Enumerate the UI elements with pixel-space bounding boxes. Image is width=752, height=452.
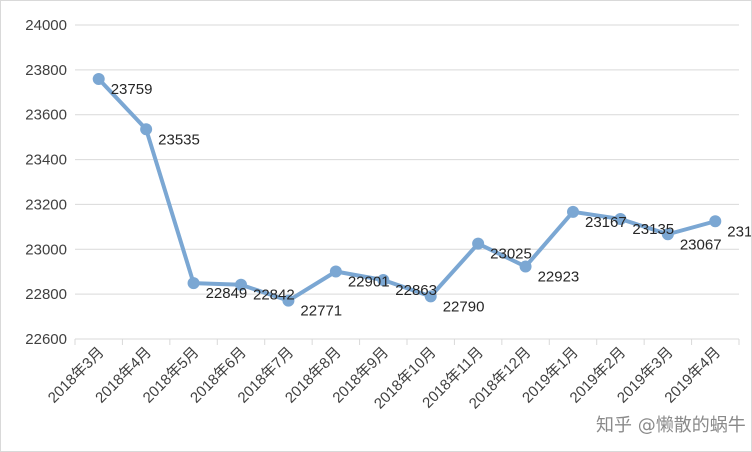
x-axis: 2018年3月2018年4月2018年5月2018年6月2018年7月2018年… bbox=[45, 338, 740, 412]
series-line bbox=[96, 77, 718, 303]
data-point bbox=[567, 205, 579, 218]
data-label: 23535 bbox=[158, 131, 200, 148]
data-point bbox=[329, 265, 342, 278]
data-label: 23167 bbox=[585, 214, 627, 231]
data-point bbox=[377, 274, 390, 287]
data-point bbox=[614, 213, 627, 226]
data-point bbox=[235, 278, 247, 291]
y-tick-label: 23000 bbox=[25, 241, 67, 258]
data-label: 23067 bbox=[680, 236, 722, 253]
data-point bbox=[282, 294, 295, 307]
data-point bbox=[519, 260, 532, 273]
y-tick-label: 23800 bbox=[25, 62, 67, 79]
data-label: 22842 bbox=[253, 287, 295, 304]
data-point bbox=[472, 237, 485, 250]
data-point bbox=[424, 290, 437, 303]
data-point bbox=[92, 73, 105, 86]
series bbox=[92, 73, 722, 307]
data-label: 22863 bbox=[395, 282, 437, 299]
data-labels: 23759 23535 22849 22842 22771 22901 22863 22790… bbox=[111, 81, 751, 320]
data-label: 22923 bbox=[538, 269, 580, 286]
data-point bbox=[661, 228, 674, 241]
gridlines bbox=[75, 24, 739, 340]
data-label: 22849 bbox=[206, 285, 248, 302]
y-tick-label: 23600 bbox=[25, 107, 67, 124]
watermark-text: 知乎 @懒散的蜗牛 bbox=[596, 415, 746, 436]
data-point bbox=[709, 215, 722, 228]
y-tick-label: 22800 bbox=[25, 286, 67, 303]
data-label: 23125 bbox=[727, 223, 751, 240]
data-label: 23135 bbox=[632, 221, 674, 238]
y-tick-label: 22600 bbox=[25, 331, 67, 348]
y-tick-label: 23400 bbox=[25, 152, 67, 169]
y-tick-label: 23200 bbox=[25, 196, 67, 213]
data-label: 22901 bbox=[348, 273, 390, 290]
y-tick-label: 24000 bbox=[25, 17, 67, 34]
data-point bbox=[187, 277, 200, 290]
data-point bbox=[140, 123, 153, 136]
y-axis: 22600 22800 23000 23200 23400 23600 23800 24000 bbox=[25, 17, 67, 348]
data-label: 23759 bbox=[111, 81, 153, 98]
data-label: 23025 bbox=[490, 246, 532, 263]
data-label: 22771 bbox=[300, 303, 342, 320]
data-label: 22790 bbox=[443, 298, 485, 315]
